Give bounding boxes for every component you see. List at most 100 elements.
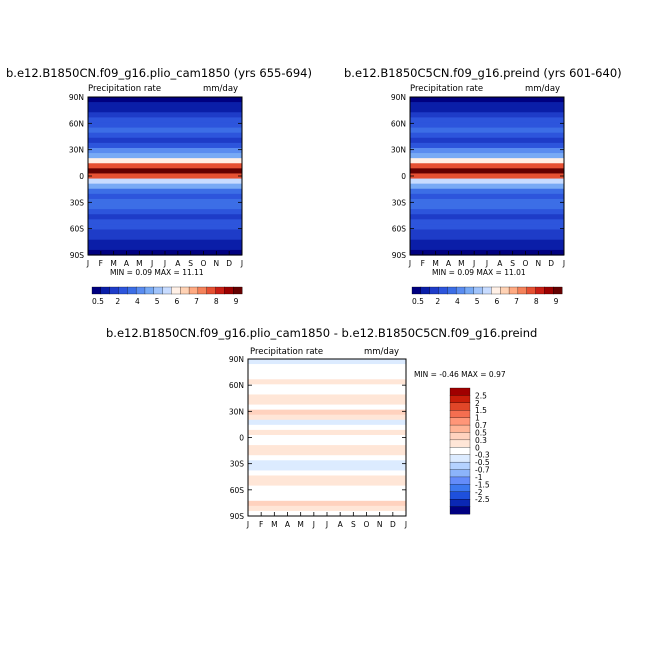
- panel-1-stats: MIN = 0.09 MAX = 11.11: [110, 268, 204, 277]
- colorbar-swatch: [180, 286, 190, 295]
- panel-2-title: b.e12.B1850C5CN.f09_g16.preind (yrs 601-…: [344, 66, 622, 80]
- heatmap-band: [88, 168, 242, 175]
- heatmap-band: [248, 419, 406, 426]
- colorbar-swatch: [449, 491, 471, 500]
- colorbar-label: 4: [135, 297, 140, 306]
- x-tick-label: J: [163, 259, 166, 268]
- heatmap-band: [248, 374, 406, 380]
- heatmap-band: [88, 193, 242, 200]
- x-tick-label: J: [150, 259, 153, 268]
- heatmap-band: [88, 137, 242, 144]
- heatmap-band: [410, 102, 564, 108]
- colorbar-label: 4: [455, 297, 460, 306]
- colorbar-swatch: [553, 286, 563, 295]
- heatmap-band: [88, 239, 242, 246]
- heatmap-band: [88, 219, 242, 226]
- heatmap-band: [248, 470, 406, 477]
- x-tick-label: F: [259, 520, 263, 529]
- heatmap-band: [410, 168, 564, 175]
- colorbar-swatch: [526, 286, 536, 295]
- heatmap-band: [410, 224, 564, 231]
- colorbar-swatch: [482, 286, 492, 295]
- colorbar-swatch: [188, 286, 199, 295]
- heatmap-band: [248, 500, 406, 507]
- colorbar-swatch: [449, 499, 471, 508]
- y-tick-label: 0: [239, 434, 244, 443]
- colorbar-label: 5: [155, 297, 160, 306]
- colorbar-label: 8: [534, 297, 539, 306]
- heatmap-band: [248, 429, 406, 436]
- heatmap-band: [88, 117, 242, 124]
- colorbar-label: 8: [214, 297, 219, 306]
- heatmap-band: [410, 153, 564, 159]
- colorbar-swatch: [118, 286, 128, 295]
- heatmap-band: [88, 102, 242, 108]
- x-tick-label: F: [99, 259, 103, 268]
- heatmap-band: [248, 384, 406, 390]
- y-tick-label: 90S: [392, 251, 407, 260]
- x-tick-label: M: [432, 259, 438, 268]
- colorbar-swatch: [171, 286, 181, 295]
- heatmap-band: [410, 188, 564, 195]
- heatmap-band: [88, 209, 242, 215]
- y-tick-label: 60N: [391, 119, 406, 128]
- heatmap-band: [410, 193, 564, 200]
- colorbar-label: -0.5: [475, 458, 490, 467]
- colorbar-label: 0: [475, 443, 480, 452]
- colorbar-label: -1.5: [475, 480, 490, 489]
- heatmap-band: [88, 147, 242, 154]
- heatmap-band: [410, 209, 564, 215]
- heatmap-band: [410, 132, 564, 139]
- colorbar-swatch: [535, 286, 545, 295]
- heatmap-band: [88, 173, 242, 180]
- x-tick-label: J: [325, 520, 328, 529]
- x-tick-label: S: [188, 259, 193, 268]
- heatmap-band: [248, 409, 406, 416]
- colorbar-label: 6: [174, 297, 179, 306]
- y-tick-label: 0: [401, 172, 406, 181]
- colorbar-swatch: [91, 286, 102, 295]
- colorbar-label: -0.7: [475, 466, 490, 475]
- x-tick-label: N: [377, 520, 383, 529]
- colorbar-swatch: [449, 432, 471, 441]
- heatmap-band: [88, 244, 242, 251]
- heatmap-band: [410, 198, 564, 205]
- colorbar-swatch: [473, 286, 484, 295]
- heatmap-band: [410, 142, 564, 149]
- colorbar-swatch: [411, 286, 422, 295]
- heatmap-band: [88, 178, 242, 185]
- heatmap-band: [88, 198, 242, 205]
- colorbar-swatch: [508, 286, 519, 295]
- colorbar-swatch: [449, 402, 471, 411]
- colorbar-label: 0.3: [475, 436, 487, 445]
- x-tick-label: A: [446, 259, 452, 268]
- heatmap-band: [410, 97, 564, 103]
- colorbar-swatch: [544, 286, 554, 295]
- heatmap-band: [410, 234, 564, 241]
- x-tick-label: A: [497, 259, 503, 268]
- colorbar-swatch: [135, 286, 146, 295]
- colorbar-label: 2: [475, 399, 480, 408]
- colorbar-label: 0.5: [475, 428, 487, 437]
- x-tick-label: J: [246, 520, 249, 529]
- colorbar-label: -1: [475, 473, 483, 482]
- y-tick-label: 60S: [392, 225, 407, 234]
- heatmap-band: [248, 369, 406, 375]
- heatmap-band: [248, 480, 406, 487]
- colorbar-swatch: [100, 286, 111, 295]
- heatmap-band: [410, 137, 564, 144]
- colorbar-label: -2.5: [475, 495, 490, 504]
- colorbar-label: 2: [435, 297, 440, 306]
- x-tick-label: J: [562, 259, 565, 268]
- x-tick-label: N: [536, 259, 542, 268]
- colorbar-swatch: [420, 286, 431, 295]
- heatmap-band: [410, 244, 564, 251]
- colorbar-swatch: [517, 286, 528, 295]
- x-tick-label: M: [458, 259, 464, 268]
- heatmap-band: [410, 127, 564, 134]
- y-tick-label: 30N: [391, 146, 406, 155]
- heatmap-band: [248, 404, 406, 411]
- heatmap-band: [248, 485, 406, 492]
- heatmap-band: [410, 239, 564, 246]
